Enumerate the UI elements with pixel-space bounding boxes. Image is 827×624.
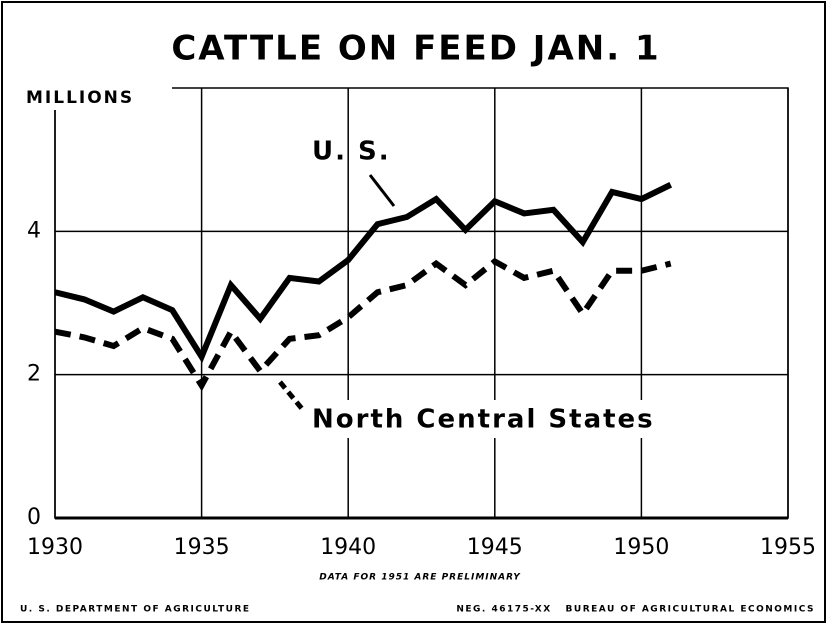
leader-line	[278, 380, 305, 412]
x-tick-label: 1950	[613, 535, 669, 560]
footer-left: U. S. DEPARTMENT OF AGRICULTURE	[20, 605, 251, 615]
x-tick-label: 1930	[27, 535, 83, 560]
series-label: North Central States	[312, 405, 655, 435]
ylabel-bg	[22, 84, 172, 110]
series-label: U. S.	[312, 137, 391, 167]
x-tick-label: 1955	[760, 535, 816, 560]
leader-line	[368, 174, 396, 207]
series-line	[54, 257, 672, 392]
label-bg	[305, 400, 675, 438]
x-tick-label: 1945	[467, 535, 523, 560]
y-tick-label: 4	[27, 218, 41, 243]
series-line	[54, 182, 673, 364]
y-axis-label: MILLIONS	[26, 88, 134, 108]
plot-border	[54, 87, 789, 519]
chart-title: CATTLE ON FEED JAN. 1	[171, 29, 660, 69]
y-tick-label: 0	[27, 505, 41, 530]
x-tick-label: 1940	[320, 535, 376, 560]
y-tick-label: 2	[27, 362, 41, 387]
footer-right: NEG. 46175-XX BUREAU OF AGRICULTURAL ECO…	[456, 605, 815, 615]
note: DATA FOR 1951 ARE PRELIMINARY	[319, 573, 521, 583]
x-tick-label: 1935	[174, 535, 230, 560]
